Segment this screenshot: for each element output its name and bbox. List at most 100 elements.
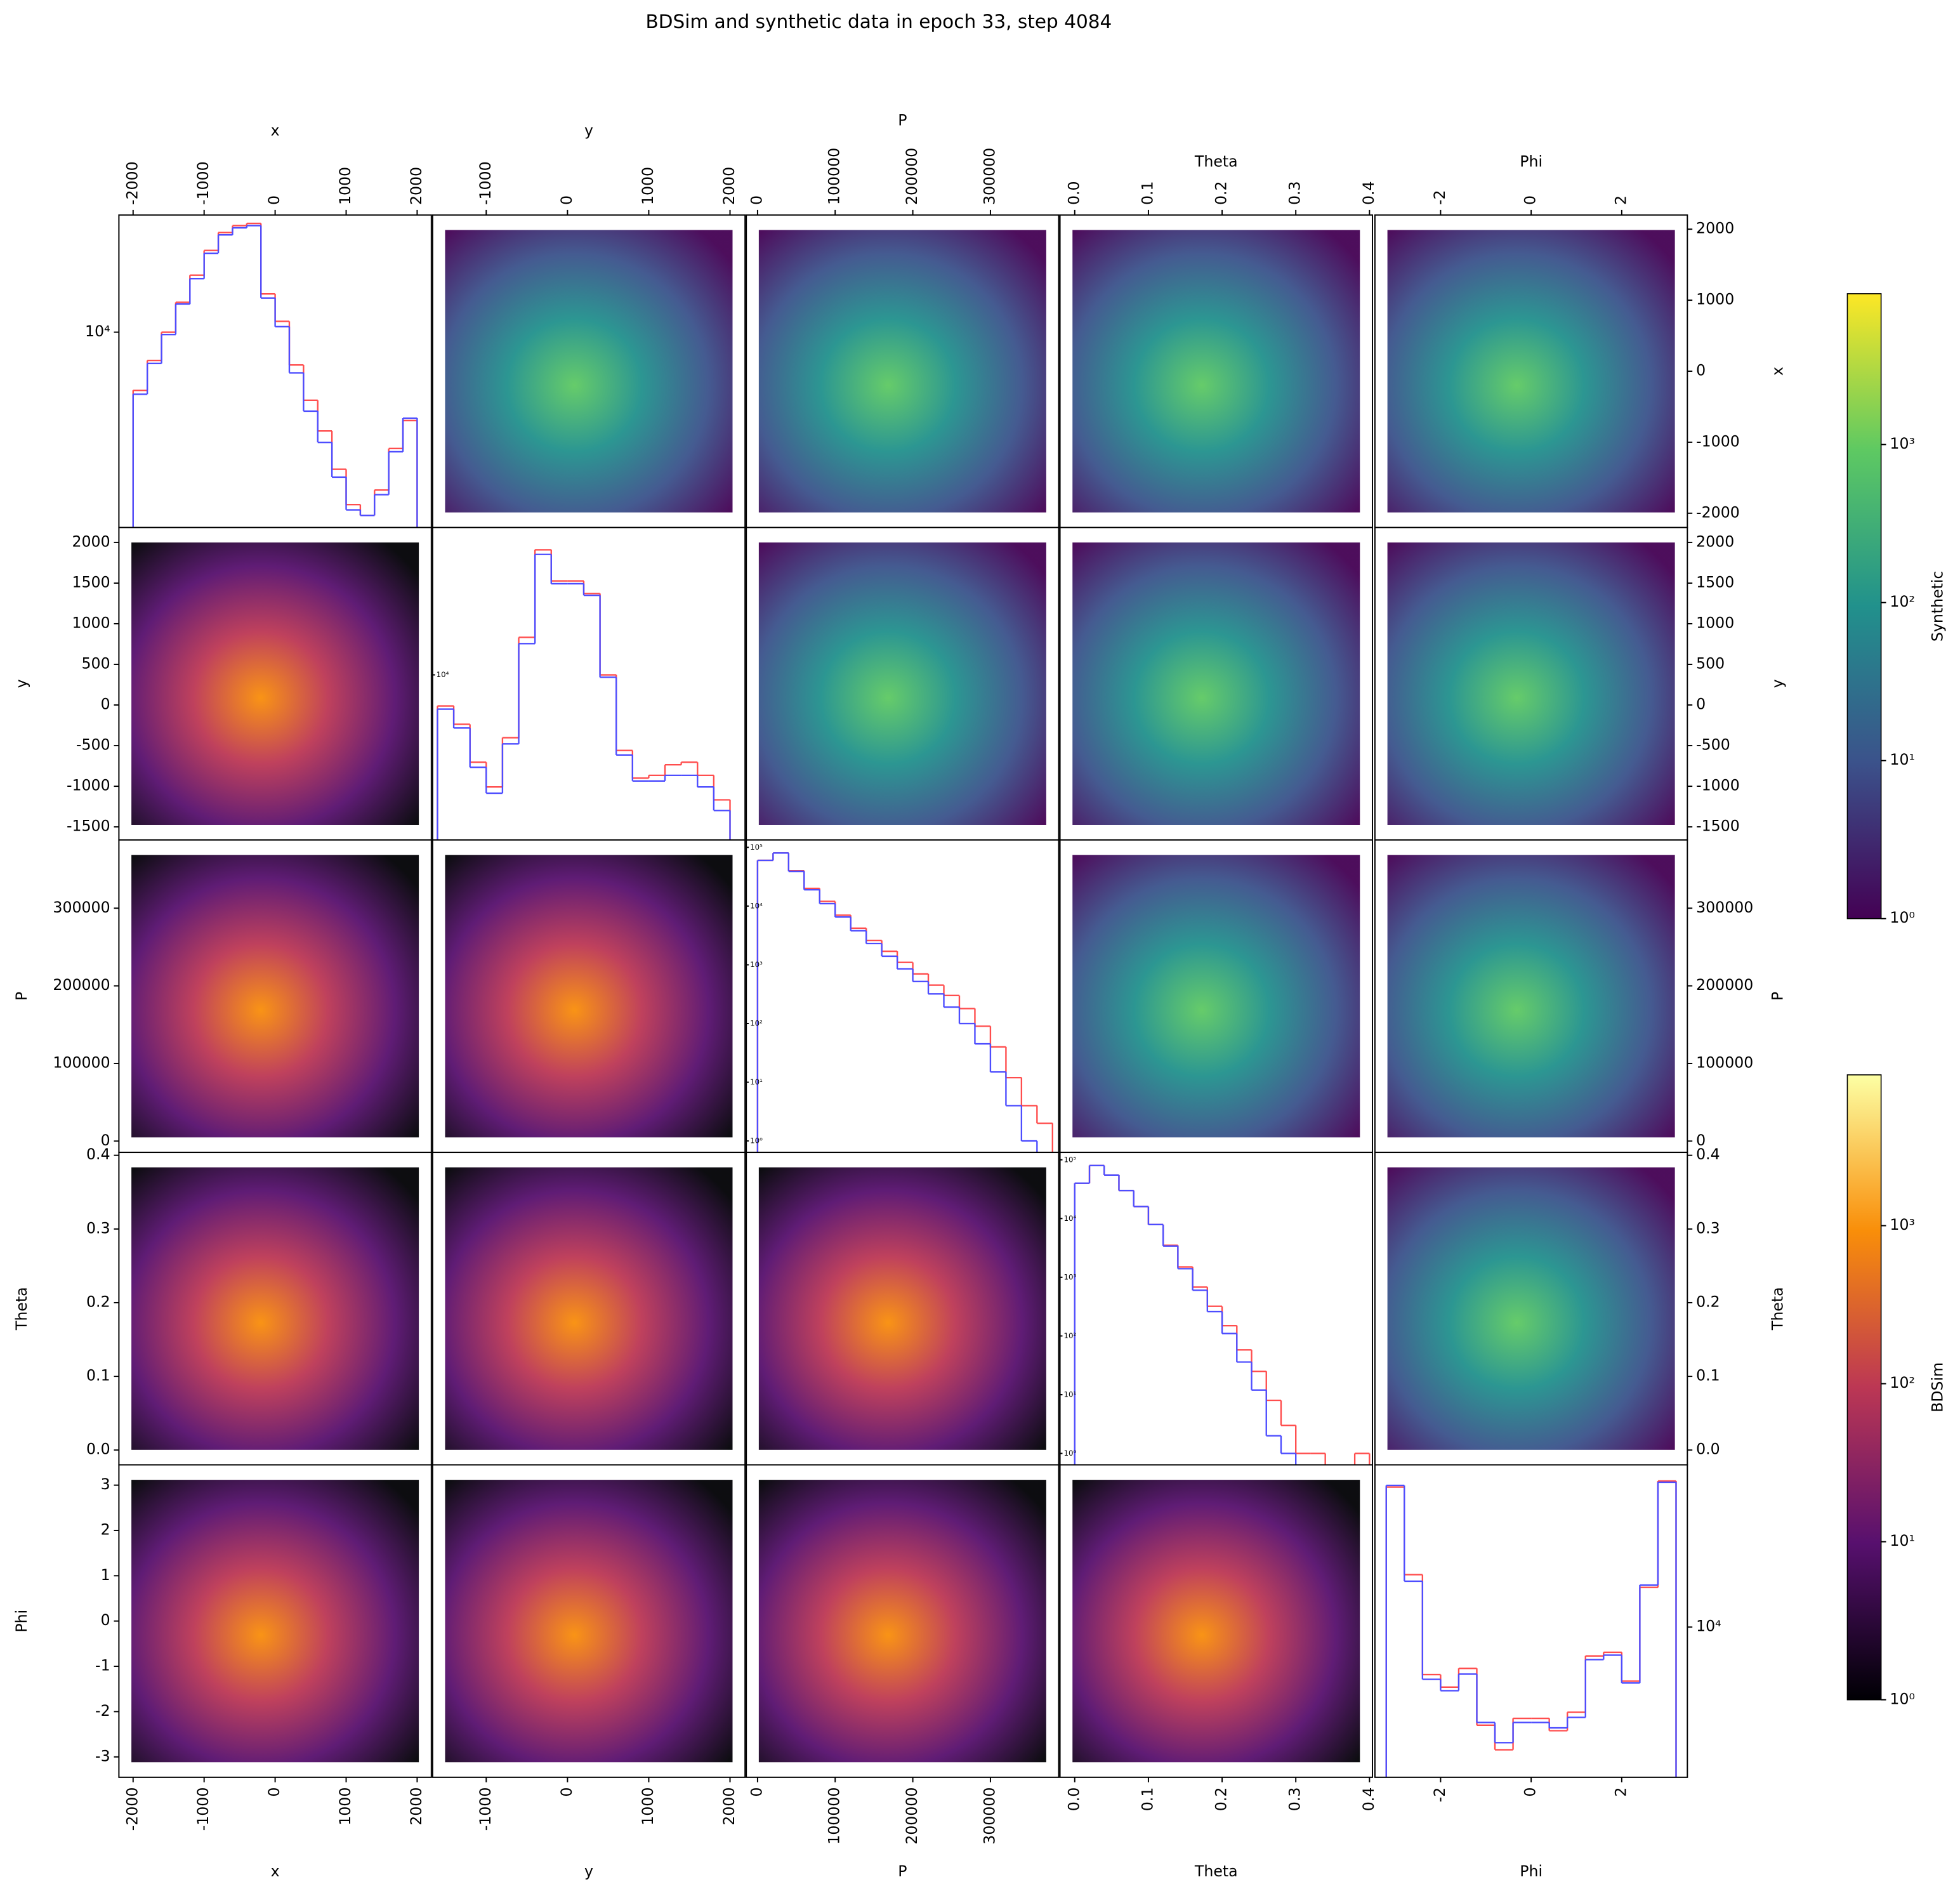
x-tick-label-bottom: 0: [265, 1787, 283, 1797]
x-tick-label-top: -2000: [123, 161, 141, 205]
colorbar-tick-label: 10⁰: [1890, 1690, 1915, 1708]
y-tick-label: 10⁴: [750, 901, 763, 910]
density-heatmap: [445, 1480, 733, 1763]
y-tick-label: 0: [101, 695, 110, 713]
y-tick-label: 0: [1696, 361, 1706, 379]
y-tick-label: 10⁴: [1696, 1617, 1721, 1635]
colorbar: [1846, 293, 1882, 919]
y-tick-label: -1500: [67, 817, 110, 835]
y-tick-label: -1: [95, 1657, 110, 1675]
density-heatmap: [445, 855, 733, 1138]
y-tick-label: 0.0: [1696, 1440, 1720, 1458]
colorbar-tick-label: 10³: [1890, 1216, 1915, 1234]
y-tick-label: 500: [1696, 654, 1725, 672]
x-tick-label-top: 100000: [825, 148, 843, 205]
x-tick-label-bottom: 1000: [639, 1787, 657, 1826]
x-tick-label-bottom: 0.1: [1138, 1787, 1156, 1812]
x-tick-label-bottom: 0.0: [1065, 1787, 1082, 1812]
x-axis-label-top: y: [584, 121, 593, 139]
x-tick-label-top: 0: [747, 195, 765, 205]
y-axis-label-right: P: [1769, 992, 1787, 1001]
colorbar-tick-label: 10²: [1890, 593, 1915, 610]
y-tick-label: 0.1: [1696, 1367, 1720, 1385]
y-tick-label: 10¹: [750, 1077, 763, 1086]
y-axis-label-right: x: [1769, 367, 1787, 376]
colorbar-tick-label: 10¹: [1890, 1532, 1915, 1550]
y-tick-label: 0.3: [1696, 1219, 1720, 1237]
x-tick-label-top: 0: [1522, 195, 1539, 205]
y-tick-label: -1000: [67, 777, 110, 794]
y-tick-label: 10²: [750, 1019, 763, 1028]
x-tick-label-top: 200000: [903, 148, 921, 205]
density-heatmap: [131, 1480, 419, 1763]
y-tick-label: 10⁰: [1063, 1449, 1076, 1458]
x-tick-label-bottom: -1000: [194, 1787, 212, 1831]
y-tick-label: -3: [95, 1747, 110, 1765]
y-tick-label: 0.2: [1696, 1293, 1720, 1310]
density-heatmap: [1387, 230, 1675, 513]
y-tick-label: 300000: [1696, 899, 1753, 916]
panel-frame: [431, 1464, 746, 1778]
y-tick-label: 0: [1696, 695, 1706, 713]
y-tick-label: 0.4: [1696, 1145, 1720, 1163]
y-tick-label: 10²: [1063, 1331, 1076, 1340]
x-tick-label-bottom: -2000: [123, 1787, 141, 1831]
x-axis-label-bottom: P: [898, 1862, 907, 1880]
x-tick-label-bottom: 0: [1522, 1787, 1539, 1797]
x-tick-label-top: -1000: [194, 161, 212, 205]
x-tick-label-top: 0.0: [1065, 181, 1082, 205]
x-tick-label-bottom: 200000: [903, 1787, 921, 1845]
x-axis-label-top: x: [271, 121, 280, 139]
histogram-step: [1074, 1165, 1297, 1465]
x-tick-label-bottom: 0: [747, 1787, 765, 1797]
y-tick-label: 0.4: [86, 1145, 110, 1163]
colorbar: [1846, 1074, 1882, 1701]
x-tick-label-top: 0.2: [1213, 181, 1230, 205]
y-tick-label: 10⁴: [437, 670, 449, 679]
panel-frame: [1059, 1464, 1373, 1778]
y-tick-label: 10³: [750, 960, 763, 969]
x-tick-label-bottom: 2000: [720, 1787, 738, 1826]
y-axis-label-right: y: [1769, 679, 1787, 688]
y-tick-label: 0.1: [86, 1367, 110, 1385]
x-tick-label-top: -1000: [477, 161, 494, 205]
density-heatmap: [1072, 1480, 1360, 1763]
y-tick-label: 2000: [72, 532, 110, 550]
x-tick-label-bottom: -1000: [477, 1787, 494, 1831]
x-axis-label-top: Theta: [1194, 153, 1238, 171]
y-tick-label: 0: [101, 1611, 110, 1629]
density-heatmap: [758, 230, 1046, 513]
y-tick-label: 10⁴: [1063, 1214, 1076, 1223]
density-heatmap: [445, 1167, 733, 1450]
y-tick-label: 200000: [53, 976, 110, 994]
y-tick-label: 0.3: [86, 1219, 110, 1237]
y-tick-label: 10⁴: [85, 322, 110, 340]
y-tick-label: 500: [82, 654, 110, 672]
colorbar-label: BDSim: [1929, 1362, 1947, 1412]
x-axis-label-top: Phi: [1520, 153, 1542, 171]
x-tick-label-top: 1000: [336, 167, 354, 205]
y-tick-label: -500: [1696, 736, 1730, 754]
x-tick-label-top: 2000: [407, 167, 425, 205]
x-tick-label-top: 0: [265, 195, 283, 205]
density-heatmap: [131, 1167, 419, 1450]
density-heatmap: [758, 1167, 1046, 1450]
x-axis-label-bottom: x: [271, 1862, 280, 1880]
x-tick-label-top: 0.3: [1286, 181, 1304, 205]
x-tick-label-top: 2: [1612, 195, 1629, 205]
y-tick-label: 1000: [1696, 614, 1734, 631]
y-tick-label: -1000: [1696, 777, 1740, 794]
density-heatmap: [1387, 542, 1675, 825]
x-tick-label-bottom: 2000: [407, 1787, 425, 1826]
y-tick-label: 100000: [1696, 1053, 1753, 1071]
y-tick-label: 1000: [1696, 291, 1734, 308]
y-tick-label: 0: [101, 1131, 110, 1149]
y-tick-label: 10⁰: [750, 1136, 763, 1145]
y-tick-label: 1500: [1696, 573, 1734, 591]
y-tick-label: 0: [1696, 1131, 1706, 1149]
y-tick-label: -1500: [1696, 817, 1740, 835]
x-axis-label-bottom: Theta: [1194, 1862, 1238, 1880]
y-tick-label: -1000: [1696, 432, 1740, 450]
